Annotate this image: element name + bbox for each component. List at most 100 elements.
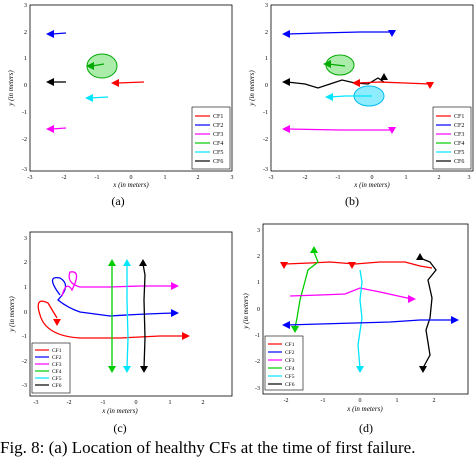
ytick: 0 <box>265 83 268 89</box>
subfigure-label-d: (d) <box>359 421 373 435</box>
panel-d: -2 -1 0 1 2 3 2 1 0 -1 -2 -3 x (in meter… <box>242 223 469 413</box>
xticks-d: -2 -1 0 1 2 <box>284 398 436 404</box>
ytick: -2 <box>263 137 268 143</box>
xtick: -2 <box>284 398 289 404</box>
trajectories-a <box>46 30 145 133</box>
cf6-path <box>142 263 146 369</box>
legend-box-d <box>264 335 304 391</box>
legend-box-b <box>432 106 472 170</box>
legend-label-cf5: CF5 <box>52 376 62 382</box>
legend-box-a <box>191 106 231 170</box>
cf3-marker <box>46 125 54 133</box>
cf6-start-marker <box>282 78 290 86</box>
cf2-end-marker <box>451 316 459 324</box>
xtick: 3 <box>468 175 471 181</box>
xtick: 2 <box>433 398 436 404</box>
xticks-c: -3 -2 -1 0 1 2 <box>34 400 205 406</box>
xtick: 2 <box>438 175 441 181</box>
cf6-start-marker <box>139 259 147 266</box>
cf6-start-marker <box>416 253 424 260</box>
legend-label-cf4: CF4 <box>454 141 464 147</box>
y-axis-label-b: y (in meters) <box>248 70 256 107</box>
legend-label-cf6: CF6 <box>213 159 223 165</box>
legend-label-cf6: CF6 <box>52 383 62 389</box>
legend-b: CF1 CF2 CF3 CF4 CF5 CF6 <box>432 106 472 170</box>
trajectories-d <box>280 246 459 373</box>
subfigure-label-c: (c) <box>113 421 127 435</box>
x-axis-label-a: x (in meters) <box>112 181 149 189</box>
ytick: 2 <box>265 30 268 36</box>
cf3-start-marker <box>282 125 290 133</box>
cf6-end-marker <box>380 73 388 80</box>
ytick: 1 <box>24 285 27 291</box>
ytick: -3 <box>263 167 268 173</box>
xtick: 2 <box>197 175 200 181</box>
xtick: 1 <box>405 175 408 181</box>
legend-label-cf3: CF3 <box>213 132 223 138</box>
xtick: -2 <box>67 400 72 406</box>
legend-label-cf6: CF6 <box>285 382 295 388</box>
cf5-start-marker <box>123 259 131 266</box>
cf3-path <box>51 127 67 130</box>
xtick: 1 <box>164 175 167 181</box>
legend-label-cf1: CF1 <box>52 348 62 354</box>
xtick: -1 <box>336 175 341 181</box>
xtick: 3 <box>231 175 234 181</box>
trajectories-b <box>282 30 434 134</box>
legend-label-cf1: CF1 <box>454 114 464 120</box>
ytick: -3 <box>22 383 27 389</box>
ytick: 1 <box>24 56 27 62</box>
xtick: -1 <box>101 400 106 406</box>
figure-caption: Fig. 8: (a) Location of healthy CFs at t… <box>0 438 416 457</box>
cf4-start-marker <box>108 259 116 266</box>
legend-label-cf4: CF4 <box>213 141 223 147</box>
legend-label-cf3: CF3 <box>454 132 464 138</box>
ytick: -1 <box>263 110 268 116</box>
ytick: 3 <box>24 236 27 242</box>
ytick: 0 <box>24 310 27 316</box>
legend-c: CF1 CF2 CF3 CF4 CF5 CF6 <box>31 342 71 394</box>
yticks-b: 3 2 1 0 -1 -2 -3 <box>263 3 268 173</box>
legend-d: CF1 CF2 CF3 CF4 CF5 CF6 <box>264 335 304 391</box>
cf5-end-marker <box>356 366 364 373</box>
ytick: 0 <box>257 307 260 313</box>
legend-label-cf1: CF1 <box>285 342 295 348</box>
cf4-start-marker <box>323 60 331 68</box>
legend-label-cf2: CF2 <box>52 355 62 361</box>
cf1-end-marker <box>426 82 434 89</box>
xtick: -3 <box>28 175 33 181</box>
ytick: 1 <box>265 56 268 62</box>
cf1-path <box>284 261 433 269</box>
cf6-end-marker <box>419 366 427 373</box>
ytick: 2 <box>24 30 27 36</box>
legend-label-cf2: CF2 <box>285 350 295 356</box>
cf5-marker <box>85 94 93 102</box>
xtick: 1 <box>169 400 172 406</box>
ytick: -2 <box>22 137 27 143</box>
cf1-start-marker <box>352 79 360 87</box>
legend-label-cf2: CF2 <box>454 123 464 129</box>
legend-label-cf1: CF1 <box>213 114 223 120</box>
x-axis-label-c: x (in meters) <box>101 407 138 415</box>
ytick: 1 <box>257 280 260 286</box>
subfigure-label-a: (a) <box>111 194 125 208</box>
xtick: 2 <box>202 400 205 406</box>
cf4-start-marker <box>310 246 318 253</box>
cf6-path <box>286 77 385 89</box>
xtick: -1 <box>321 398 326 404</box>
ytick: -1 <box>22 334 27 340</box>
ytick: 2 <box>257 254 260 260</box>
ytick: 3 <box>257 228 260 234</box>
ytick: 2 <box>24 260 27 266</box>
y-axis-label-d: y (in meters) <box>242 293 250 330</box>
xtick: 0 <box>371 175 374 181</box>
xtick: -3 <box>34 400 39 406</box>
cf2-end-marker <box>388 30 396 37</box>
legend-label-cf5: CF5 <box>285 374 295 380</box>
legend-label-cf4: CF4 <box>285 366 295 372</box>
cf3-path <box>61 271 175 297</box>
subfigure-label-b: (b) <box>345 194 359 208</box>
cf5-start-marker <box>325 93 333 101</box>
xtick: 0 <box>130 175 133 181</box>
cf3-end-marker <box>408 295 416 303</box>
